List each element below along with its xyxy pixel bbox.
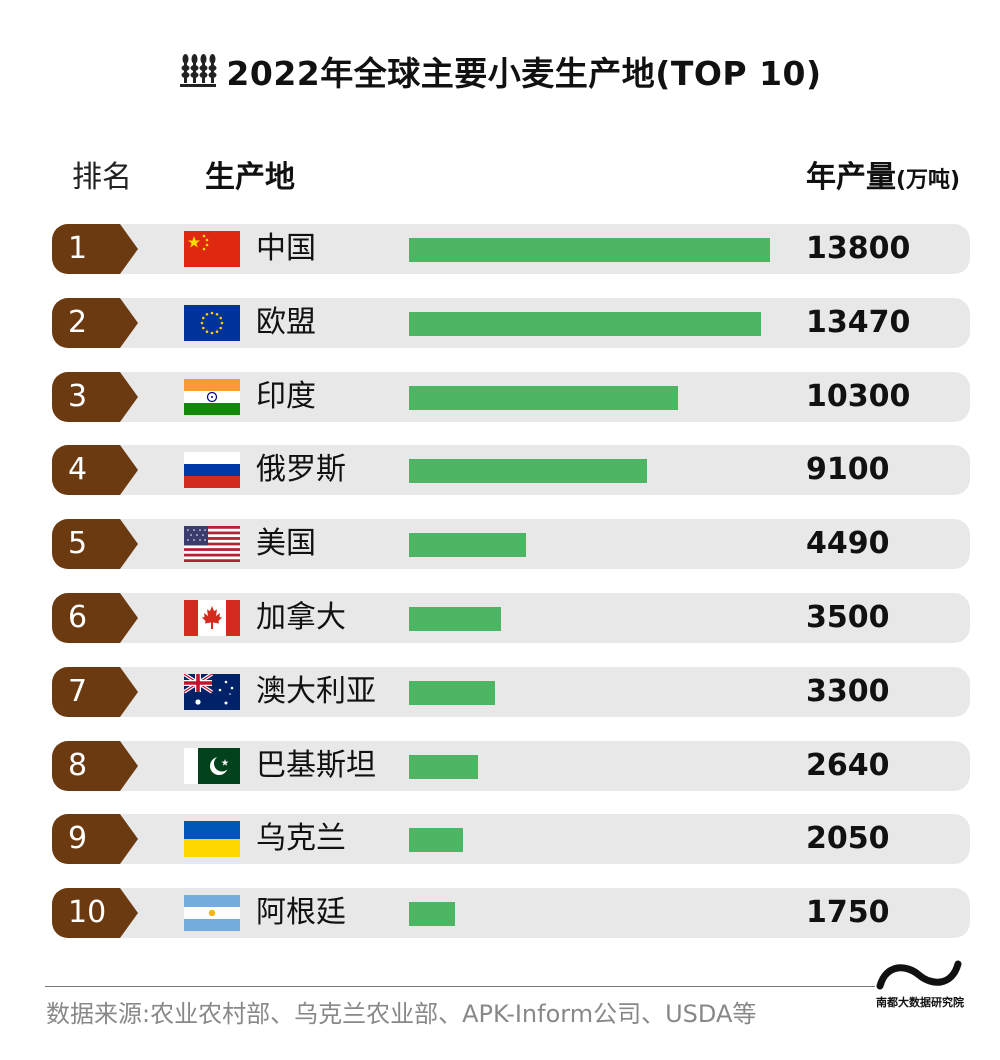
china-flag-icon — [184, 231, 240, 267]
rank-badge: 2 — [52, 298, 138, 348]
category-label: 印度 — [256, 379, 316, 414]
value-column-header: 年产量(万吨) — [806, 158, 960, 201]
value-header-unit: (万吨) — [896, 168, 961, 193]
category-label: 巴基斯坦 — [256, 748, 376, 783]
bar — [409, 386, 678, 410]
rank-badge: 4 — [52, 445, 138, 495]
value-label: 3300 — [806, 674, 890, 709]
bar — [409, 312, 761, 336]
value-label: 1750 — [806, 895, 890, 930]
category-label: 中国 — [256, 231, 316, 266]
wheat-icon — [180, 54, 217, 87]
footer-divider — [45, 986, 875, 987]
bar — [409, 459, 647, 483]
bar — [409, 607, 501, 631]
value-header-label: 年产量 — [806, 160, 896, 195]
category-label: 乌克兰 — [256, 821, 346, 856]
value-label: 10300 — [806, 379, 911, 414]
usa-flag-icon — [184, 526, 240, 562]
rank-column-header: 排名 — [72, 160, 132, 195]
argentina-flag-icon — [184, 895, 240, 931]
chart-title: 2022年全球主要小麦生产地(TOP 10) — [226, 54, 822, 93]
chart-row: 4 俄罗斯 9100 — [52, 445, 970, 495]
source-note: 数据来源:农业农村部、乌克兰农业部、APK-Inform公司、USDA等 — [46, 1000, 757, 1028]
rank-badge: 7 — [52, 667, 138, 717]
logo-text: 南都大数据研究院 — [876, 996, 964, 1009]
publisher-logo: 南都大数据研究院 — [876, 958, 966, 1010]
chart-row: 2 欧盟 13470 — [52, 298, 970, 348]
eu-flag-icon — [184, 305, 240, 341]
value-label: 13800 — [806, 231, 911, 266]
rank-badge: 6 — [52, 593, 138, 643]
bar-chart: 1 中国 13800 2 欧盟 13470 3 印度 10300 4 俄罗斯 9100 5 美国 4490 6… — [52, 224, 970, 938]
rank-badge: 8 — [52, 741, 138, 791]
chart-row: 3 印度 10300 — [52, 372, 970, 422]
value-label: 2640 — [806, 748, 890, 783]
place-column-header: 生产地 — [205, 160, 295, 195]
chart-row: 1 中国 13800 — [52, 224, 970, 274]
chart-row: 5 美国 4490 — [52, 519, 970, 569]
chart-row: 9 乌克兰 2050 — [52, 814, 970, 864]
value-label: 2050 — [806, 821, 890, 856]
rank-badge: 10 — [52, 888, 138, 938]
rank-badge: 9 — [52, 814, 138, 864]
canada-flag-icon — [184, 600, 240, 636]
nandu-logo-icon — [876, 960, 962, 990]
bar — [409, 828, 463, 852]
india-flag-icon — [184, 379, 240, 415]
bar — [409, 681, 495, 705]
category-label: 澳大利亚 — [256, 674, 376, 709]
value-label: 4490 — [806, 526, 890, 561]
category-label: 阿根廷 — [256, 895, 346, 930]
chart-row: 6 加拿大 3500 — [52, 593, 970, 643]
chart-title-block: 2022年全球主要小麦生产地(TOP 10) — [0, 46, 1000, 96]
bar — [409, 755, 478, 779]
value-label: 9100 — [806, 452, 890, 487]
category-label: 俄罗斯 — [256, 452, 346, 487]
category-label: 欧盟 — [256, 305, 316, 340]
category-label: 加拿大 — [256, 600, 346, 635]
australia-flag-icon — [184, 674, 240, 710]
rank-badge: 1 — [52, 224, 138, 274]
bar — [409, 238, 770, 262]
rank-badge: 5 — [52, 519, 138, 569]
chart-row: 8 巴基斯坦 2640 — [52, 741, 970, 791]
bar — [409, 902, 455, 926]
chart-row: 7 澳大利亚 3300 — [52, 667, 970, 717]
category-label: 美国 — [256, 526, 316, 561]
russia-flag-icon — [184, 452, 240, 488]
pakistan-flag-icon — [184, 748, 240, 784]
bar — [409, 533, 526, 557]
value-label: 3500 — [806, 600, 890, 635]
ukraine-flag-icon — [184, 821, 240, 857]
chart-row: 10 阿根廷 1750 — [52, 888, 970, 938]
rank-badge: 3 — [52, 372, 138, 422]
value-label: 13470 — [806, 305, 911, 340]
